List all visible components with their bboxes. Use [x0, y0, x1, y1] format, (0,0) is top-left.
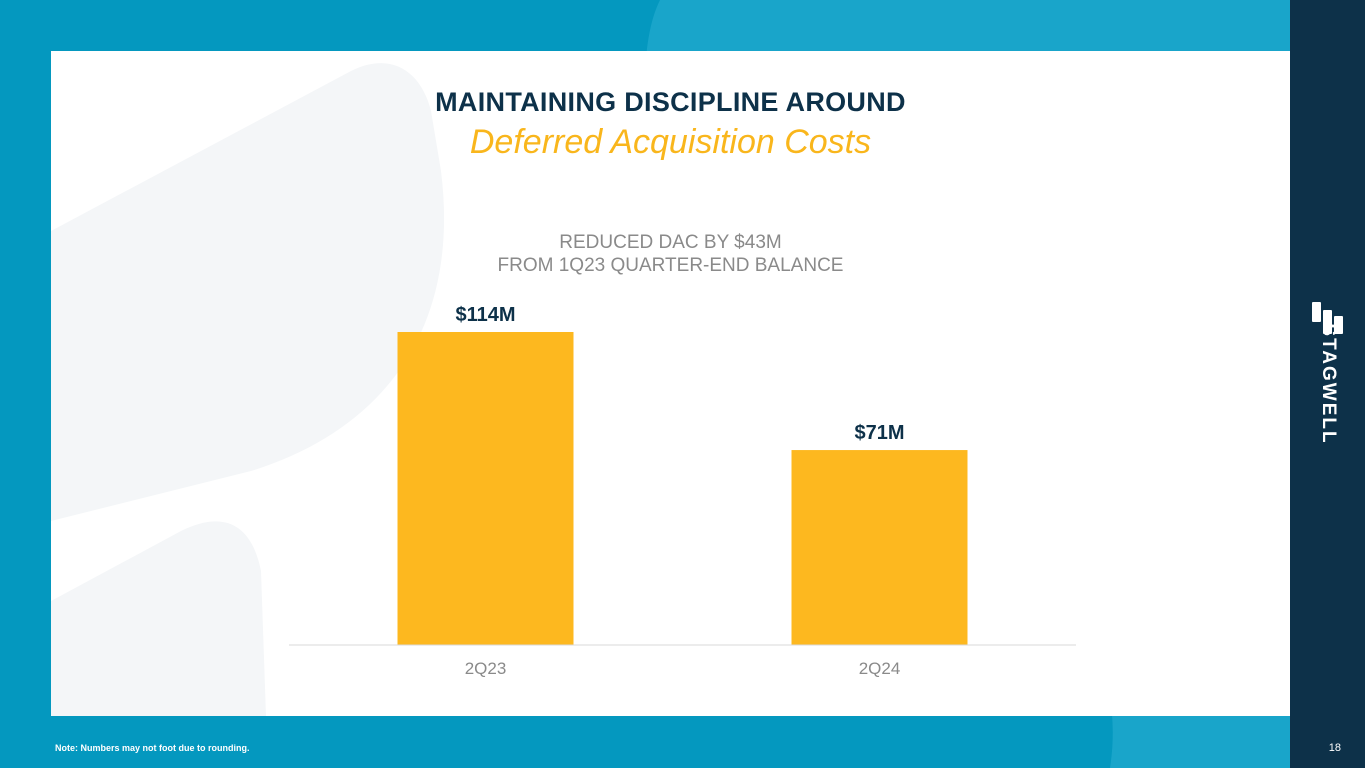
chart-subtitle: FROM 1Q23 QUARTER-END BALANCE: [497, 255, 844, 276]
data-label-2q24: $71M: [854, 422, 904, 444]
slide-title: MAINTAINING DISCIPLINE AROUND: [435, 87, 906, 117]
bar-chart: $114M 2Q23 $71M 2Q24: [289, 304, 1076, 678]
bar-2q24: [791, 450, 968, 645]
data-label-2q23: $114M: [455, 304, 515, 326]
content-panel: MAINTAINING DISCIPLINE AROUND Deferred A…: [51, 51, 1290, 716]
chart-title: REDUCED DAC BY $43M: [559, 232, 782, 253]
x-tick-label-2q24: 2Q24: [859, 659, 901, 678]
page-number: 18: [1328, 742, 1341, 754]
slide-subtitle: Deferred Acquisition Costs: [469, 123, 872, 161]
x-tick-label-2q23: 2Q23: [465, 659, 507, 678]
stagwell-logo-text: STAGWELL: [1318, 323, 1339, 445]
bar-group: $114M 2Q23 $71M 2Q24: [397, 304, 968, 678]
brand-sidebar: STAGWELL 18: [1290, 0, 1365, 768]
stagwell-logo-icon: [1312, 302, 1343, 334]
chart-heading: REDUCED DAC BY $43M FROM 1Q23 QUARTER-EN…: [51, 231, 1290, 277]
bar-2q23: [397, 332, 574, 645]
background-watermark: [51, 63, 445, 716]
footnote: Note: Numbers may not foot due to roundi…: [55, 743, 250, 753]
